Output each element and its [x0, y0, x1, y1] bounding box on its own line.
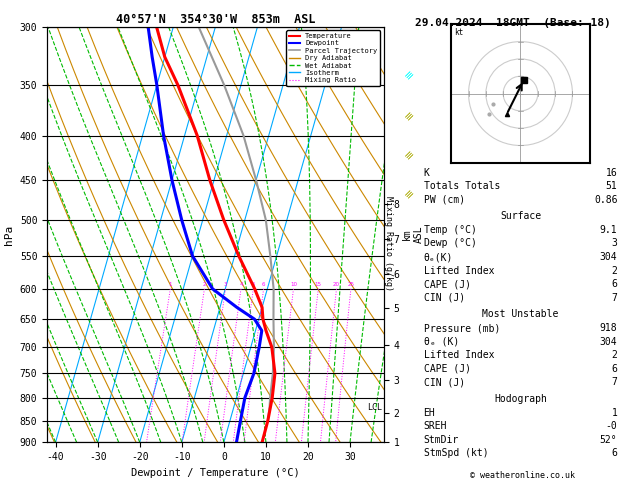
Text: 6: 6 [611, 364, 618, 374]
Text: 16: 16 [606, 168, 618, 177]
Text: CAPE (J): CAPE (J) [423, 364, 470, 374]
Text: 5: 5 [252, 282, 255, 287]
Legend: Temperature, Dewpoint, Parcel Trajectory, Dry Adiabat, Wet Adiabat, Isotherm, Mi: Temperature, Dewpoint, Parcel Trajectory… [286, 30, 380, 86]
Text: $\equiv$: $\equiv$ [401, 148, 417, 163]
Text: 3: 3 [224, 282, 227, 287]
Text: CIN (J): CIN (J) [423, 378, 465, 387]
Text: StmDir: StmDir [423, 435, 459, 445]
Text: LCL: LCL [367, 402, 382, 412]
Text: kt: kt [454, 29, 464, 37]
Text: Surface: Surface [500, 211, 541, 221]
Text: CIN (J): CIN (J) [423, 293, 465, 303]
Text: 2: 2 [611, 350, 618, 360]
Text: 304: 304 [600, 252, 618, 262]
Text: 1: 1 [611, 408, 618, 417]
Text: 25: 25 [347, 282, 354, 287]
Text: 304: 304 [600, 337, 618, 347]
Text: 0.86: 0.86 [594, 195, 618, 205]
Text: 10: 10 [290, 282, 297, 287]
Text: Hodograph: Hodograph [494, 394, 547, 404]
Y-axis label: hPa: hPa [4, 225, 14, 244]
Text: 7: 7 [611, 378, 618, 387]
Text: Pressure (mb): Pressure (mb) [423, 323, 500, 333]
Text: 6: 6 [611, 449, 618, 458]
Text: Mixing Ratio (g/kg): Mixing Ratio (g/kg) [384, 195, 393, 291]
Text: 15: 15 [314, 282, 322, 287]
Text: 51: 51 [606, 181, 618, 191]
Text: $\equiv$: $\equiv$ [401, 68, 417, 83]
Y-axis label: km
ASL: km ASL [402, 226, 424, 243]
Text: 6: 6 [262, 282, 265, 287]
Text: EH: EH [423, 408, 435, 417]
Text: 918: 918 [600, 323, 618, 333]
Text: 2: 2 [611, 266, 618, 276]
X-axis label: Dewpoint / Temperature (°C): Dewpoint / Temperature (°C) [131, 468, 300, 478]
Text: 1: 1 [169, 282, 172, 287]
Text: -0: -0 [606, 421, 618, 431]
Text: θₑ(K): θₑ(K) [423, 252, 453, 262]
Text: $\equiv$: $\equiv$ [401, 109, 417, 124]
Text: K: K [423, 168, 430, 177]
Text: 20: 20 [333, 282, 340, 287]
Text: Most Unstable: Most Unstable [482, 310, 559, 319]
Text: 3: 3 [611, 239, 618, 248]
Text: Totals Totals: Totals Totals [423, 181, 500, 191]
Text: 2: 2 [203, 282, 206, 287]
Text: 52°: 52° [600, 435, 618, 445]
Text: CAPE (J): CAPE (J) [423, 279, 470, 289]
Text: Temp (°C): Temp (°C) [423, 225, 476, 235]
Text: PW (cm): PW (cm) [423, 195, 465, 205]
Text: StmSpd (kt): StmSpd (kt) [423, 449, 488, 458]
Text: Dewp (°C): Dewp (°C) [423, 239, 476, 248]
Text: 29.04.2024  18GMT  (Base: 18): 29.04.2024 18GMT (Base: 18) [415, 18, 611, 29]
Text: SREH: SREH [423, 421, 447, 431]
Text: Lifted Index: Lifted Index [423, 350, 494, 360]
Text: θₑ (K): θₑ (K) [423, 337, 459, 347]
Text: Lifted Index: Lifted Index [423, 266, 494, 276]
Text: 6: 6 [611, 279, 618, 289]
Text: 4: 4 [239, 282, 243, 287]
Text: © weatheronline.co.uk: © weatheronline.co.uk [470, 471, 574, 480]
Text: 9.1: 9.1 [600, 225, 618, 235]
Title: 40°57'N  354°30'W  853m  ASL: 40°57'N 354°30'W 853m ASL [116, 13, 315, 26]
Text: 7: 7 [611, 293, 618, 303]
Text: $\equiv$: $\equiv$ [401, 187, 417, 202]
